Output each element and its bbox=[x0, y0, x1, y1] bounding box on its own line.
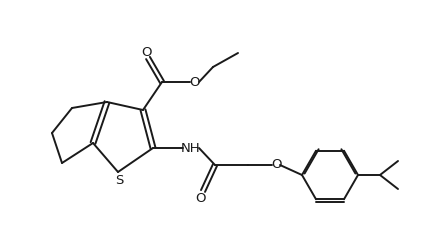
Text: S: S bbox=[115, 174, 123, 187]
Text: O: O bbox=[271, 159, 281, 172]
Text: O: O bbox=[142, 45, 152, 59]
Text: O: O bbox=[190, 75, 200, 89]
Text: O: O bbox=[196, 192, 206, 204]
Text: NH: NH bbox=[181, 142, 201, 154]
